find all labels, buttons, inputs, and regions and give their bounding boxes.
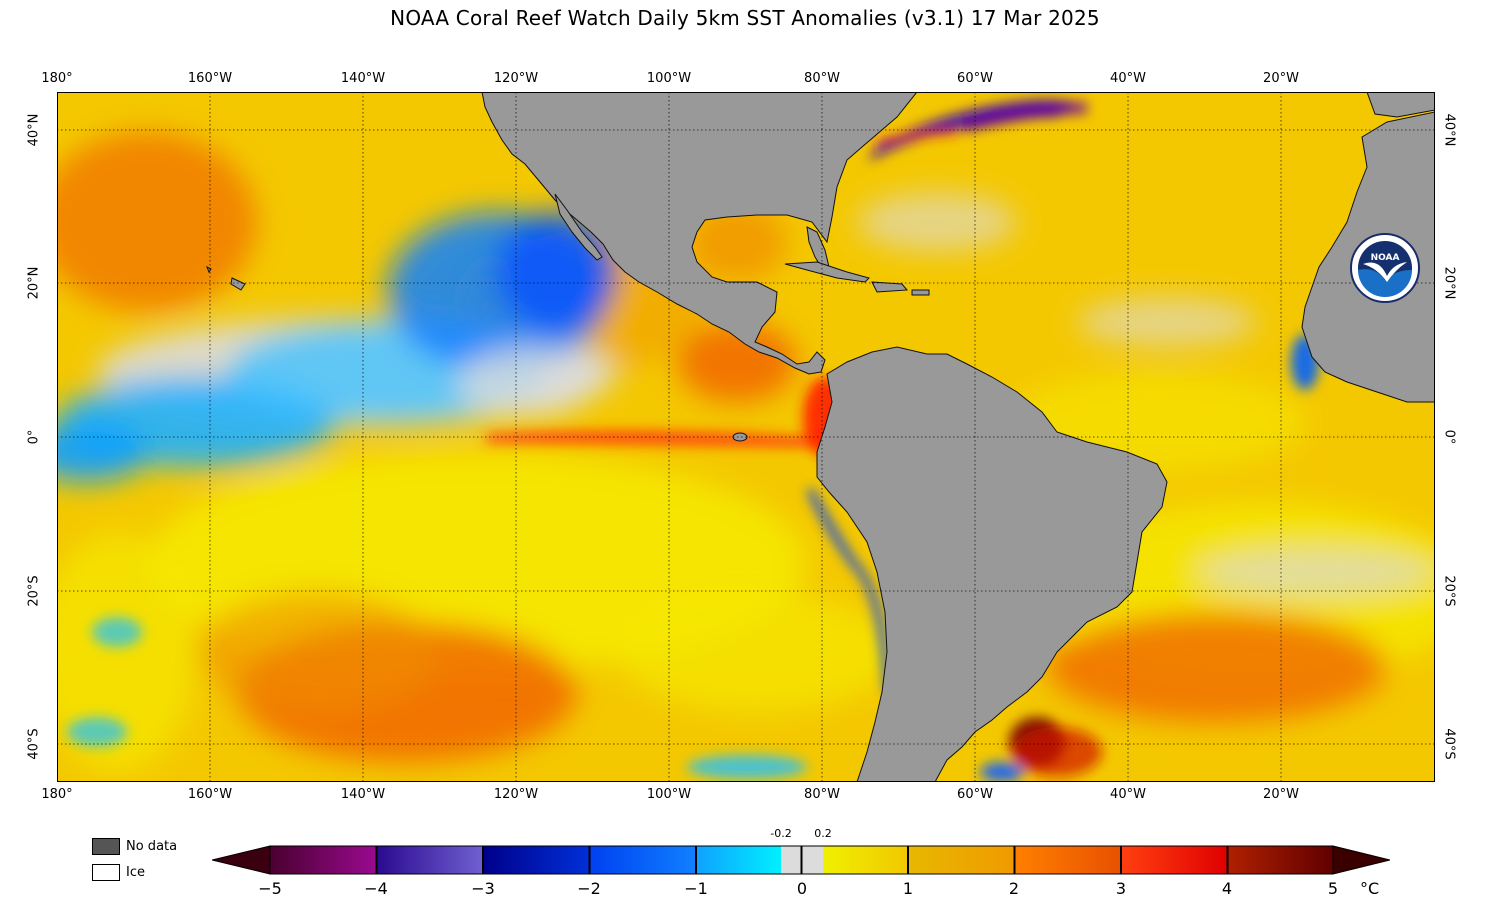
no-data-label: No data (126, 839, 178, 854)
right-lat-label: 40°N (1441, 113, 1457, 147)
no-data-swatch (92, 838, 120, 855)
colorbar-tick: −1 (684, 879, 708, 898)
right-lat-label: 0° (1441, 429, 1457, 445)
bottom-lon-label: 60°W (957, 787, 993, 802)
colorbar-small-label: 0.2 (814, 827, 832, 840)
colorbar-tick: −2 (577, 879, 601, 898)
top-lon-label: 20°W (1263, 71, 1299, 86)
colorbar (212, 845, 1390, 875)
right-lat-label: 40°S (1441, 728, 1457, 760)
colorbar-tick: 0 (796, 879, 808, 898)
top-lon-label: 80°W (804, 71, 840, 86)
south-america-landmass (816, 346, 1168, 782)
bottom-lon-label: 140°W (340, 787, 386, 802)
bottom-lon-label: 120°W (493, 787, 539, 802)
colorbar-tick: 4 (1221, 879, 1233, 898)
colorbar-tick: 5 (1327, 879, 1339, 898)
bottom-lon-label: 20°W (1263, 787, 1299, 802)
ice-label: Ice (126, 865, 145, 880)
graticule (57, 92, 1435, 782)
top-lon-label: 160°W (187, 71, 233, 86)
bottom-lon-label: 40°W (1110, 787, 1146, 802)
colorbar-tick: 3 (1115, 879, 1127, 898)
colorbar-unit: °C (1360, 879, 1380, 898)
noaa-logo-text: NOAA (1371, 253, 1400, 263)
map-title: NOAA Coral Reef Watch Daily 5km SST Anom… (390, 6, 1100, 30)
colorbar-tick: −3 (471, 879, 495, 898)
left-lat-label: 0° (26, 429, 42, 445)
top-lon-label: 120°W (493, 71, 539, 86)
right-lat-label: 20°S (1441, 575, 1457, 607)
ice-swatch (92, 864, 120, 881)
bottom-lon-label: 180° (41, 787, 73, 802)
left-lat-label: 40°S (26, 728, 42, 760)
right-lat-label: 20°N (1441, 266, 1457, 300)
bottom-lon-label: 100°W (646, 787, 692, 802)
colorbar-tick: 2 (1008, 879, 1020, 898)
colorbar-small-label: -0.2 (770, 827, 792, 840)
colorbar-tick: 1 (902, 879, 914, 898)
bottom-lon-label: 160°W (187, 787, 233, 802)
top-lon-label: 60°W (957, 71, 993, 86)
colorbar-tick: −5 (258, 879, 282, 898)
left-lat-label: 40°N (26, 113, 42, 147)
anomaly-field (57, 132, 1435, 772)
noaa-logo-icon: NOAA (1350, 233, 1420, 303)
anomaly-details (67, 99, 1319, 782)
top-lon-label: 180° (41, 71, 73, 86)
left-lat-label: 20°S (26, 575, 42, 607)
sst-anomaly-map: NOAA (57, 92, 1435, 782)
colorbar-tick: −4 (364, 879, 388, 898)
bottom-lon-label: 80°W (804, 787, 840, 802)
top-lon-label: 140°W (340, 71, 386, 86)
top-lon-label: 100°W (646, 71, 692, 86)
top-lon-label: 40°W (1110, 71, 1146, 86)
left-lat-label: 20°N (26, 266, 42, 300)
